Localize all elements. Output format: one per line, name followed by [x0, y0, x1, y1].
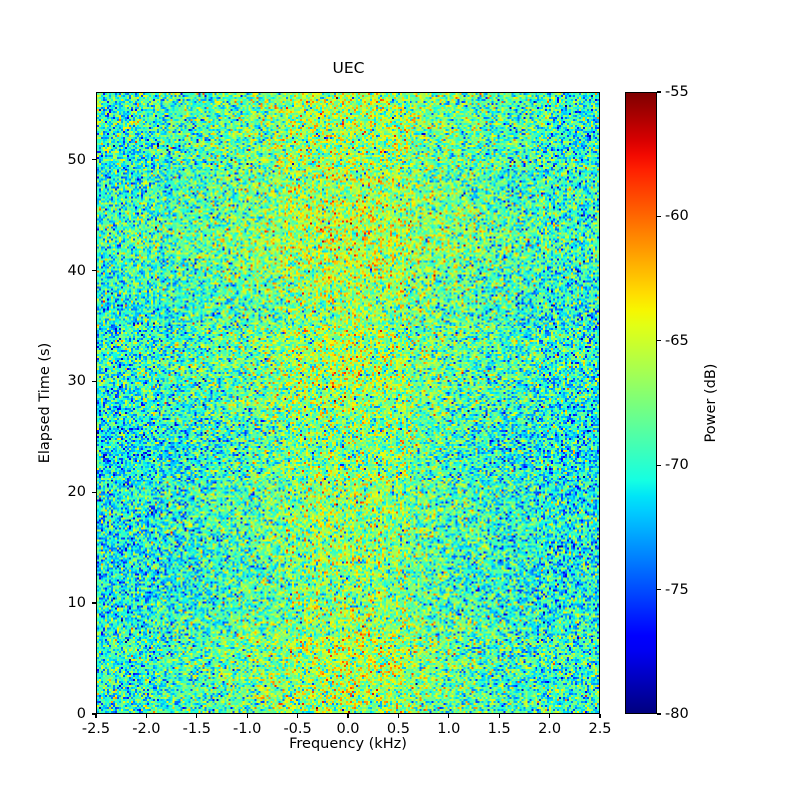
- y-tick-mark: [92, 713, 96, 715]
- y-tick-mark: [92, 602, 96, 604]
- x-tick-label: -0.5: [283, 721, 312, 737]
- title-line-station: UEC: [332, 58, 365, 77]
- x-tick-mark: [95, 714, 97, 718]
- colorbar-tick-mark: [657, 215, 661, 218]
- x-tick-label: 2.0: [538, 721, 562, 737]
- y-tick-label: 10: [67, 595, 86, 612]
- colorbar-tick-mark: [657, 340, 661, 342]
- y-tick-label: 30: [67, 373, 86, 390]
- y-axis-label-text: Elapsed Time (s): [37, 342, 53, 464]
- x-tick-label: 0.0: [336, 721, 360, 737]
- y-axis-label: Elapsed Time (s): [34, 92, 56, 714]
- x-tick-mark: [145, 714, 148, 718]
- colorbar-tick-label: -60: [665, 208, 689, 225]
- y-tick-mark: [92, 491, 96, 493]
- spectrogram-image: [97, 93, 599, 713]
- x-tick-mark: [498, 714, 500, 718]
- x-tick-label: 1.5: [487, 721, 511, 737]
- x-tick-label: -2.5: [81, 721, 111, 737]
- y-tick-label: 20: [67, 484, 86, 501]
- x-tick-mark: [548, 714, 551, 718]
- colorbar[interactable]: [625, 92, 657, 714]
- x-tick-label: -1.5: [182, 721, 211, 737]
- colorbar-tick-label: -80: [665, 706, 689, 722]
- colorbar-tick-mark: [657, 91, 661, 93]
- y-tick-label: 40: [67, 262, 86, 279]
- y-tick-label: 50: [67, 151, 86, 168]
- colorbar-gradient: [626, 93, 656, 713]
- x-tick-label: -2.0: [132, 721, 161, 737]
- colorbar-label-text: Power (dB): [703, 363, 719, 443]
- x-axis-label: Frequency (kHz): [289, 736, 407, 752]
- y-tick-mark: [92, 380, 96, 383]
- x-tick-label: 0.5: [386, 721, 410, 737]
- colorbar-tick-mark: [657, 464, 661, 466]
- colorbar-label: Power (dB): [700, 92, 722, 714]
- x-tick-label: 1.0: [437, 721, 461, 737]
- x-tick-mark: [448, 714, 450, 718]
- x-tick-mark: [599, 714, 601, 718]
- x-tick-mark: [296, 714, 299, 718]
- y-tick-mark: [92, 158, 96, 161]
- colorbar-tick-mark: [657, 588, 661, 591]
- x-tick-label: -1.0: [233, 721, 262, 737]
- colorbar-tick-label: -70: [665, 457, 689, 474]
- colorbar-tick-label: -75: [665, 581, 689, 598]
- x-tick-label: 2.5: [588, 721, 612, 737]
- x-tick-mark: [397, 714, 400, 718]
- y-tick-mark: [92, 269, 96, 272]
- spectrogram-plot-area[interactable]: [96, 92, 600, 714]
- colorbar-tick-label: -55: [665, 84, 689, 100]
- x-tick-mark: [347, 714, 349, 718]
- x-tick-mark: [246, 714, 248, 718]
- colorbar-tick-label: -65: [665, 332, 689, 349]
- colorbar-tick-mark: [657, 713, 661, 715]
- x-tick-mark: [196, 714, 198, 718]
- y-tick-label: 0: [76, 706, 86, 722]
